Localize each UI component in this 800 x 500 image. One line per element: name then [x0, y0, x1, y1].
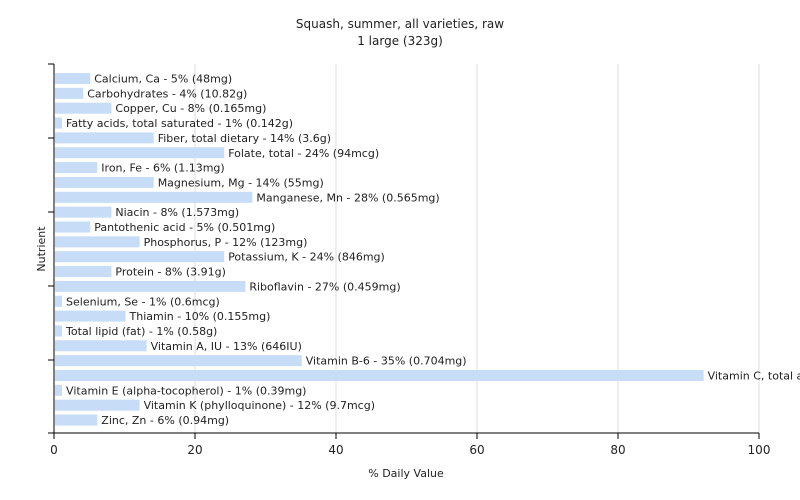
x-tick-label: 40: [328, 443, 343, 457]
bar: [55, 191, 253, 203]
x-tick-label: 100: [748, 443, 771, 457]
chart-subtitle: 1 large (323g): [357, 34, 443, 48]
bar: [55, 340, 147, 352]
bar-data-label: Folate, total - 24% (94mcg): [228, 147, 379, 160]
bar: [55, 221, 91, 233]
bar: [55, 117, 63, 129]
bar-data-label: Zinc, Zn - 6% (0.94mg): [101, 414, 229, 427]
bar: [55, 266, 112, 278]
bar: [55, 132, 154, 144]
bar-data-label: Protein - 8% (3.91g): [115, 266, 226, 279]
bar: [55, 325, 63, 337]
bar: [55, 295, 63, 307]
x-tick-label: 0: [50, 443, 58, 457]
bar-data-label: Vitamin B-6 - 35% (0.704mg): [306, 355, 467, 368]
bar-data-label: Potassium, K - 24% (846mg): [228, 251, 385, 264]
x-tick-label: 60: [469, 443, 484, 457]
bar-data-label: Riboflavin - 27% (0.459mg): [249, 280, 400, 293]
bar: [55, 87, 84, 99]
axis-layer: 0 20 40 60 80 100: [48, 63, 771, 457]
bar-data-label: Phosphorus, P - 12% (123mg): [144, 236, 308, 249]
bar-data-label: Carbohydrates - 4% (10.82g): [87, 87, 247, 100]
bar-data-label: Total lipid (fat) - 1% (0.58g): [65, 325, 217, 338]
bar-data-label: Pantothenic acid - 5% (0.501mg): [94, 221, 275, 234]
bar: [55, 399, 140, 411]
bar: [55, 310, 126, 322]
bar-data-label: Niacin - 8% (1.573mg): [115, 206, 239, 219]
bar: [55, 147, 225, 159]
bar-data-label: Manganese, Mn - 28% (0.565mg): [256, 191, 439, 204]
bar-data-label: Thiamin - 10% (0.155mg): [129, 310, 271, 323]
bar-data-label: Magnesium, Mg - 14% (55mg): [158, 176, 324, 189]
bar: [55, 384, 63, 396]
bar-data-label: Fatty acids, total saturated - 1% (0.142…: [66, 117, 293, 130]
y-axis-label: Nutrient: [35, 226, 48, 272]
bar: [55, 370, 704, 381]
bar: [55, 102, 112, 114]
bar-data-label: Vitamin E (alpha-tocopherol) - 1% (0.39m…: [66, 384, 306, 397]
x-axis-label: % Daily Value: [368, 467, 444, 480]
x-tick-label: 80: [610, 443, 625, 457]
bar: [55, 73, 91, 84]
bar: [55, 414, 98, 426]
bar-data-label: Copper, Cu - 8% (0.165mg): [115, 102, 266, 115]
x-tick-label: 20: [187, 443, 202, 457]
bar: [55, 251, 225, 263]
bar-data-label: Fiber, total dietary - 14% (3.6g): [158, 132, 331, 145]
bar-data-label: Vitamin K (phylloquinone) - 12% (9.7mcg): [144, 399, 375, 412]
bar: [55, 280, 246, 292]
bar: [55, 176, 154, 188]
bar-data-label: Vitamin A, IU - 13% (646IU): [151, 340, 302, 353]
bar: [55, 162, 98, 174]
bar-data-label: Iron, Fe - 6% (1.13mg): [101, 162, 224, 175]
bar: [55, 355, 302, 367]
bar-layer: Calcium, Ca - 5% (48mg)Carbohydrates - 4…: [55, 73, 800, 427]
bar-data-label: Vitamin C, total ascorbic acid - 92% (54…: [708, 370, 800, 383]
bar: [55, 236, 140, 248]
chart-title: Squash, summer, all varieties, raw: [296, 17, 504, 31]
bar: [55, 206, 112, 218]
bar-data-label: Selenium, Se - 1% (0.6mcg): [66, 295, 220, 308]
bar-data-label: Calcium, Ca - 5% (48mg): [94, 73, 232, 86]
